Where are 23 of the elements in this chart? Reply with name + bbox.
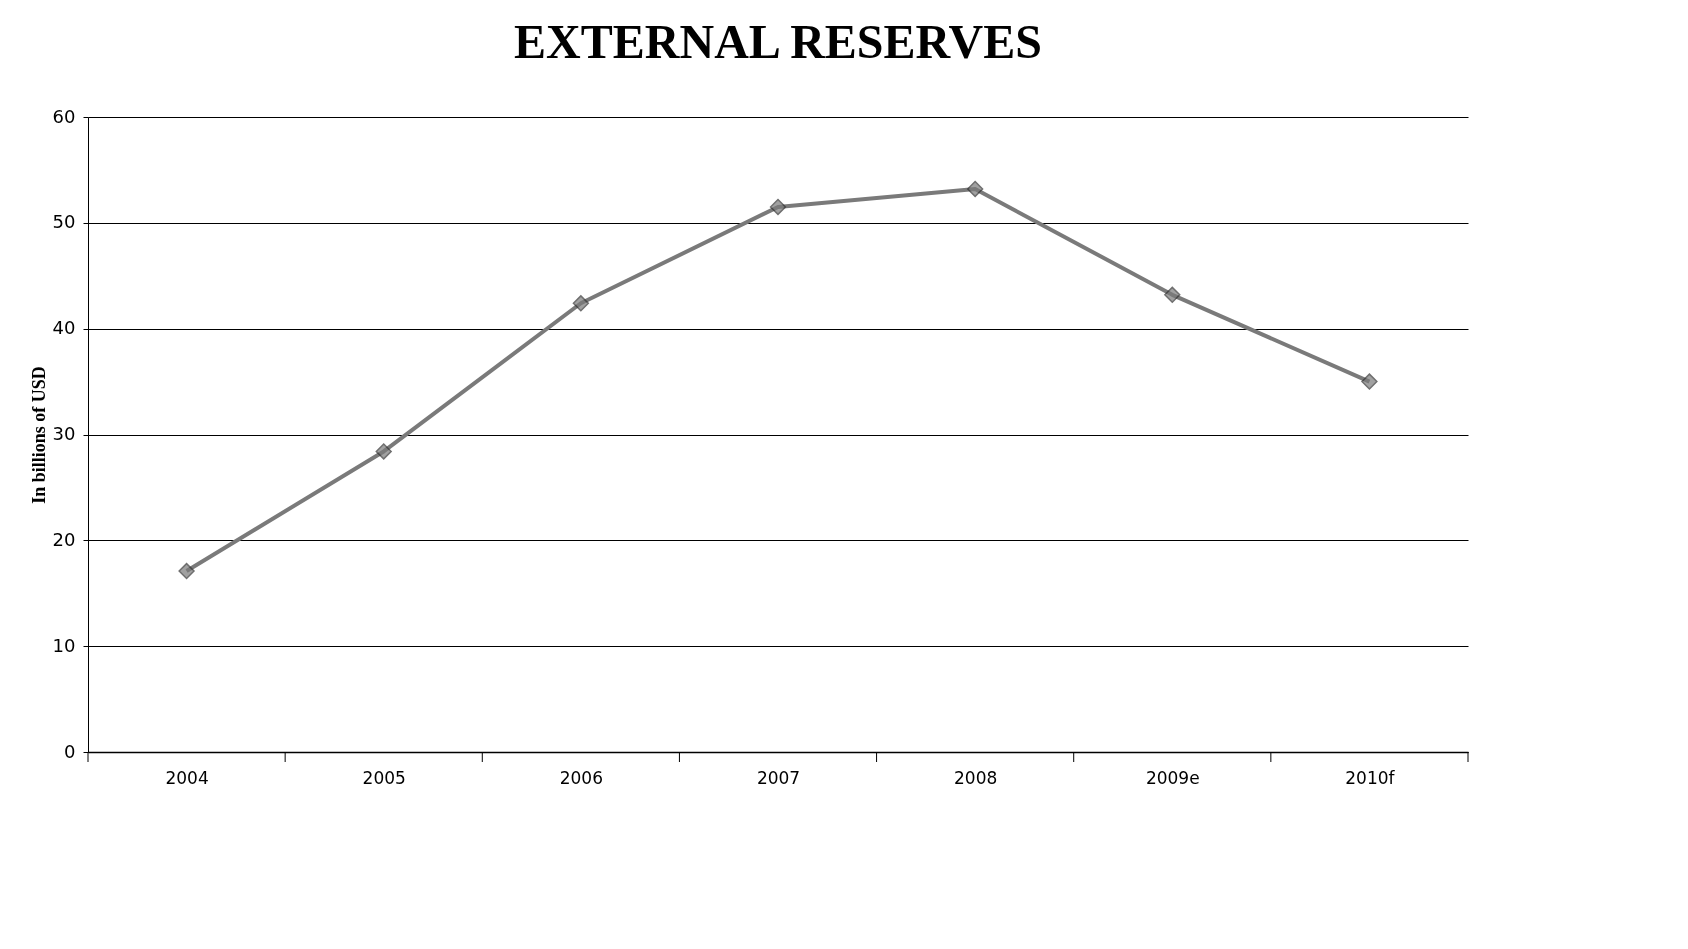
x-tick-label: 2005 [362, 767, 406, 788]
chart-title: EXTERNAL RESERVES [514, 15, 1042, 68]
y-tick-label: 10 [52, 634, 76, 656]
y-axis-title: In billions of USD [28, 366, 49, 504]
x-tick-label: 2008 [954, 767, 998, 788]
point [1361, 373, 1378, 390]
x-tick-label: 2004 [165, 767, 209, 788]
point [178, 562, 195, 580]
y-tick-label: 40 [52, 317, 76, 339]
point [1164, 286, 1181, 303]
point [572, 295, 590, 312]
x-tick-label: 2009e [1145, 767, 1200, 788]
y-tick-label: 0 [64, 740, 76, 762]
y-tick-label: 60 [52, 105, 76, 127]
y-tick-label: 50 [52, 211, 76, 233]
x-tick-label: 2010f [1345, 767, 1396, 788]
point [375, 443, 392, 460]
y-tick-label: 20 [52, 528, 76, 550]
x-tick-label: 2007 [756, 767, 801, 788]
point [966, 180, 984, 198]
y-tick-label: 30 [52, 423, 76, 444]
point [769, 198, 787, 216]
x-tick-label: 2006 [559, 767, 603, 788]
